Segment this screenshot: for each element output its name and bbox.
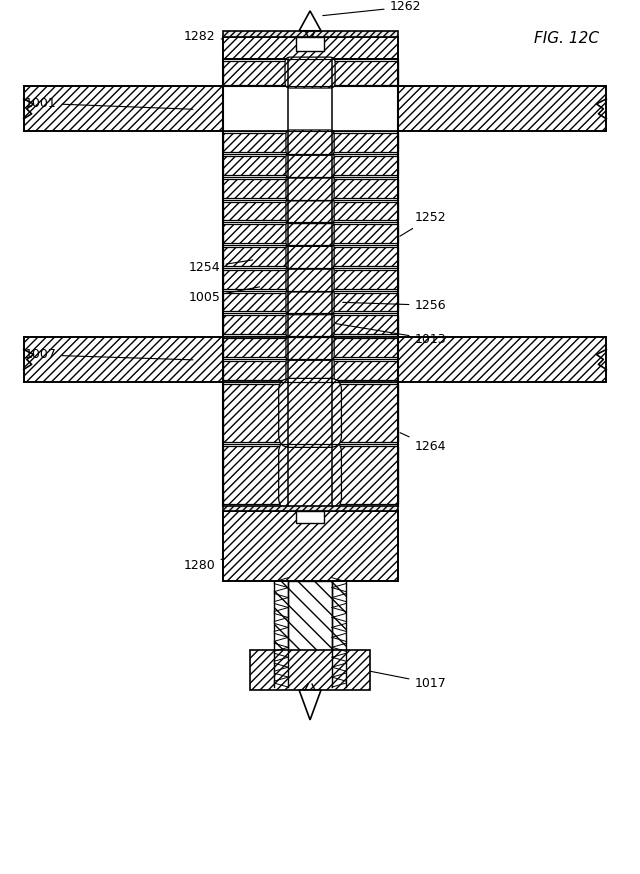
Bar (332, 384, 397, 442)
Bar (332, 580, 346, 687)
FancyBboxPatch shape (286, 357, 334, 383)
Bar (24, 87, 223, 131)
Text: 1252: 1252 (400, 212, 446, 236)
Bar (223, 202, 288, 220)
Bar (223, 133, 288, 152)
Bar (223, 293, 288, 311)
Bar (223, 156, 288, 175)
FancyBboxPatch shape (278, 378, 342, 447)
Bar (332, 202, 397, 220)
Text: 1280: 1280 (184, 549, 258, 572)
Text: 1005: 1005 (189, 287, 260, 304)
Bar (332, 133, 397, 152)
FancyBboxPatch shape (286, 289, 334, 315)
Bar (332, 446, 397, 504)
Polygon shape (299, 11, 321, 31)
Text: 1001: 1001 (25, 97, 193, 110)
Bar (223, 384, 288, 442)
Bar (223, 446, 288, 504)
Bar (223, 247, 288, 266)
Text: 1264: 1264 (400, 433, 446, 453)
Text: 1017: 1017 (367, 670, 446, 690)
Bar (223, 338, 288, 357)
Bar (223, 506, 397, 511)
Bar (332, 60, 397, 85)
Bar (332, 225, 397, 243)
Text: 1282: 1282 (184, 31, 257, 44)
FancyBboxPatch shape (286, 176, 334, 201)
FancyBboxPatch shape (286, 130, 334, 156)
Bar (288, 580, 332, 687)
Bar (223, 270, 288, 288)
Bar (332, 247, 397, 266)
FancyBboxPatch shape (286, 244, 334, 269)
Text: 1256: 1256 (342, 299, 446, 312)
Text: 1262: 1262 (323, 1, 421, 16)
Bar (332, 316, 397, 334)
Bar (24, 337, 223, 382)
Bar (332, 338, 397, 357)
Bar (223, 316, 288, 334)
Text: FIG. 12C: FIG. 12C (534, 31, 599, 46)
Bar (397, 87, 606, 131)
Bar (223, 225, 288, 243)
Bar (223, 31, 397, 37)
FancyBboxPatch shape (286, 221, 334, 246)
FancyBboxPatch shape (285, 57, 335, 88)
Bar (332, 293, 397, 311)
FancyBboxPatch shape (286, 153, 334, 178)
Bar (397, 337, 606, 382)
Polygon shape (299, 690, 321, 720)
FancyBboxPatch shape (286, 335, 334, 360)
Bar (332, 179, 397, 198)
Text: 1013: 1013 (335, 323, 446, 345)
Text: 1007: 1007 (24, 349, 193, 362)
Bar (332, 156, 397, 175)
Bar (223, 361, 288, 380)
Bar (223, 37, 397, 59)
FancyBboxPatch shape (286, 312, 334, 337)
Bar (332, 270, 397, 288)
FancyBboxPatch shape (286, 267, 334, 292)
Bar (223, 511, 397, 580)
FancyBboxPatch shape (278, 440, 342, 510)
Bar (250, 650, 370, 690)
Bar (275, 580, 288, 687)
FancyBboxPatch shape (286, 198, 334, 224)
Bar (296, 37, 324, 51)
Bar (223, 179, 288, 198)
Bar (223, 60, 288, 85)
Bar (296, 511, 324, 523)
Text: 1254: 1254 (189, 260, 253, 274)
Bar (332, 361, 397, 380)
